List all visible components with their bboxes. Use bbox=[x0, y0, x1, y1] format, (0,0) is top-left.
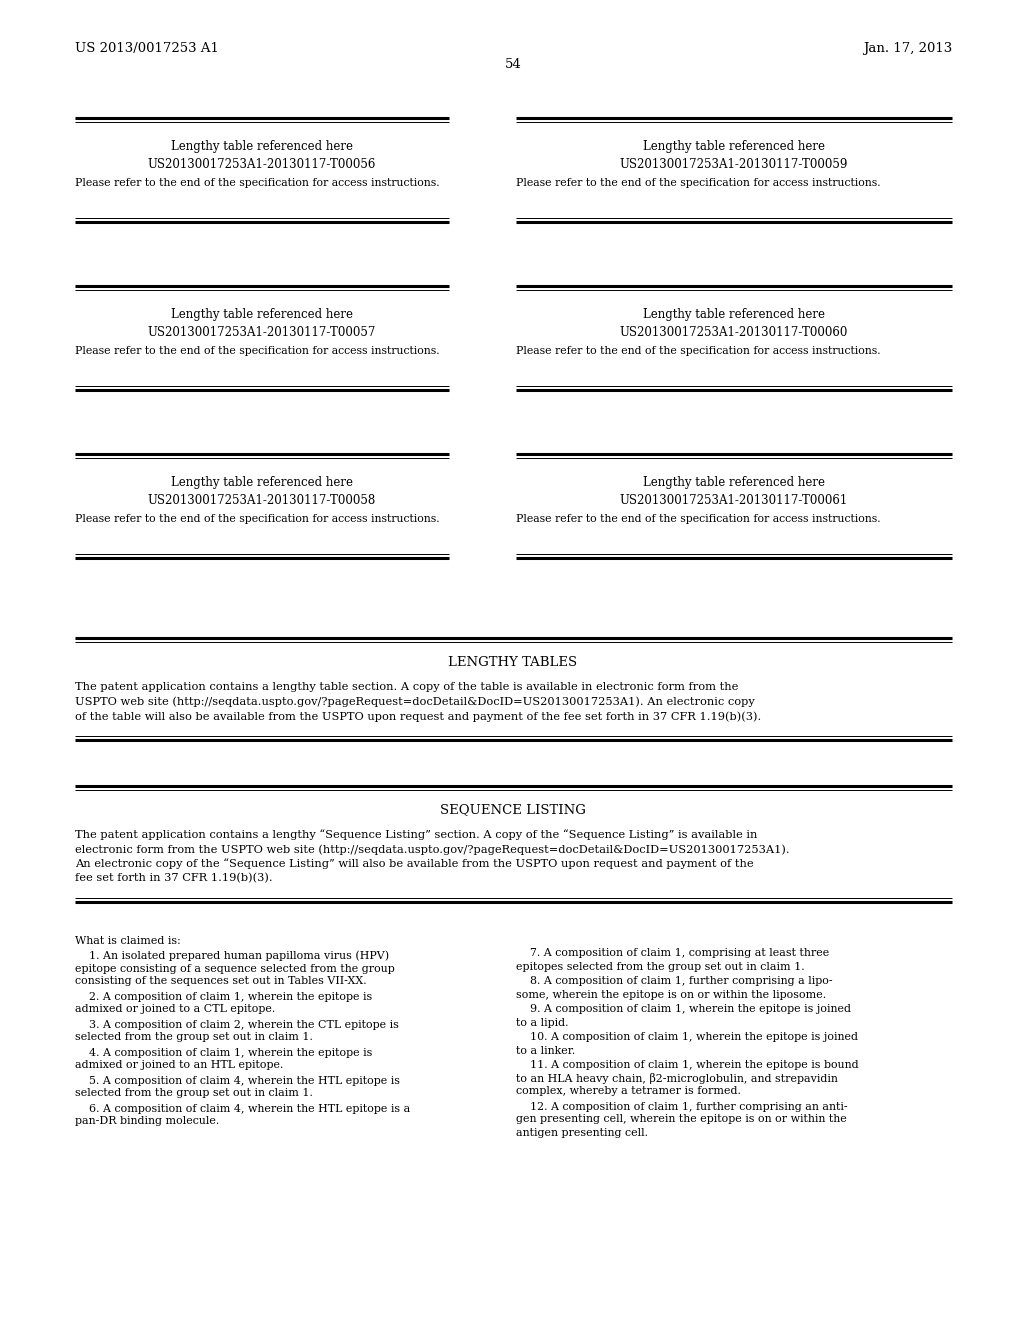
Text: 8. A composition of claim 1, further comprising a lipo-: 8. A composition of claim 1, further com… bbox=[516, 977, 833, 986]
Text: to an HLA heavy chain, β2-microglobulin, and strepavidin: to an HLA heavy chain, β2-microglobulin,… bbox=[516, 1073, 838, 1085]
Text: pan-DR binding molecule.: pan-DR binding molecule. bbox=[75, 1117, 219, 1126]
Text: US20130017253A1-20130117-T00058: US20130017253A1-20130117-T00058 bbox=[147, 494, 376, 507]
Text: Please refer to the end of the specification for access instructions.: Please refer to the end of the specifica… bbox=[516, 513, 881, 524]
Text: 2. A composition of claim 1, wherein the epitope is: 2. A composition of claim 1, wherein the… bbox=[75, 991, 373, 1002]
Text: 4. A composition of claim 1, wherein the epitope is: 4. A composition of claim 1, wherein the… bbox=[75, 1048, 373, 1057]
Text: 10. A composition of claim 1, wherein the epitope is joined: 10. A composition of claim 1, wherein th… bbox=[516, 1032, 858, 1043]
Text: of the table will also be available from the USPTO upon request and payment of t: of the table will also be available from… bbox=[75, 711, 761, 722]
Text: 5. A composition of claim 4, wherein the HTL epitope is: 5. A composition of claim 4, wherein the… bbox=[75, 1076, 400, 1085]
Text: admixed or joined to an HTL epitope.: admixed or joined to an HTL epitope. bbox=[75, 1060, 284, 1071]
Text: admixed or joined to a CTL epitope.: admixed or joined to a CTL epitope. bbox=[75, 1005, 275, 1015]
Text: US 2013/0017253 A1: US 2013/0017253 A1 bbox=[75, 42, 219, 55]
Text: US20130017253A1-20130117-T00061: US20130017253A1-20130117-T00061 bbox=[620, 494, 848, 507]
Text: USPTO web site (http://seqdata.uspto.gov/?pageRequest=docDetail&DocID=US20130017: USPTO web site (http://seqdata.uspto.gov… bbox=[75, 697, 755, 708]
Text: electronic form from the USPTO web site (http://seqdata.uspto.gov/?pageRequest=d: electronic form from the USPTO web site … bbox=[75, 843, 790, 854]
Text: to a lipid.: to a lipid. bbox=[516, 1018, 568, 1027]
Text: selected from the group set out in claim 1.: selected from the group set out in claim… bbox=[75, 1032, 313, 1043]
Text: complex, whereby a tetramer is formed.: complex, whereby a tetramer is formed. bbox=[516, 1086, 741, 1097]
Text: 54: 54 bbox=[505, 58, 521, 71]
Text: fee set forth in 37 CFR 1.19(b)(3).: fee set forth in 37 CFR 1.19(b)(3). bbox=[75, 873, 272, 883]
Text: consisting of the sequences set out in Tables VII-XX.: consisting of the sequences set out in T… bbox=[75, 977, 367, 986]
Text: 1. An isolated prepared human papilloma virus (HPV): 1. An isolated prepared human papilloma … bbox=[75, 950, 389, 961]
Text: epitope consisting of a sequence selected from the group: epitope consisting of a sequence selecte… bbox=[75, 964, 394, 974]
Text: What is claimed is:: What is claimed is: bbox=[75, 936, 181, 945]
Text: US20130017253A1-20130117-T00057: US20130017253A1-20130117-T00057 bbox=[147, 326, 376, 339]
Text: 12. A composition of claim 1, further comprising an anti-: 12. A composition of claim 1, further co… bbox=[516, 1101, 848, 1111]
Text: US20130017253A1-20130117-T00056: US20130017253A1-20130117-T00056 bbox=[147, 158, 376, 172]
Text: Please refer to the end of the specification for access instructions.: Please refer to the end of the specifica… bbox=[516, 178, 881, 187]
Text: Lengthy table referenced here: Lengthy table referenced here bbox=[643, 308, 825, 321]
Text: 3. A composition of claim 2, wherein the CTL epitope is: 3. A composition of claim 2, wherein the… bbox=[75, 1019, 399, 1030]
Text: The patent application contains a lengthy “Sequence Listing” section. A copy of : The patent application contains a length… bbox=[75, 829, 758, 841]
Text: Please refer to the end of the specification for access instructions.: Please refer to the end of the specifica… bbox=[75, 178, 439, 187]
Text: 6. A composition of claim 4, wherein the HTL epitope is a: 6. A composition of claim 4, wherein the… bbox=[75, 1104, 411, 1114]
Text: Please refer to the end of the specification for access instructions.: Please refer to the end of the specifica… bbox=[75, 346, 439, 356]
Text: US20130017253A1-20130117-T00060: US20130017253A1-20130117-T00060 bbox=[620, 326, 848, 339]
Text: Lengthy table referenced here: Lengthy table referenced here bbox=[171, 477, 353, 488]
Text: antigen presenting cell.: antigen presenting cell. bbox=[516, 1127, 648, 1138]
Text: epitopes selected from the group set out in claim 1.: epitopes selected from the group set out… bbox=[516, 961, 805, 972]
Text: Please refer to the end of the specification for access instructions.: Please refer to the end of the specifica… bbox=[516, 346, 881, 356]
Text: The patent application contains a lengthy table section. A copy of the table is : The patent application contains a length… bbox=[75, 682, 738, 692]
Text: US20130017253A1-20130117-T00059: US20130017253A1-20130117-T00059 bbox=[620, 158, 848, 172]
Text: LENGTHY TABLES: LENGTHY TABLES bbox=[449, 656, 578, 669]
Text: selected from the group set out in claim 1.: selected from the group set out in claim… bbox=[75, 1089, 313, 1098]
Text: Lengthy table referenced here: Lengthy table referenced here bbox=[643, 477, 825, 488]
Text: Lengthy table referenced here: Lengthy table referenced here bbox=[171, 140, 353, 153]
Text: gen presenting cell, wherein the epitope is on or within the: gen presenting cell, wherein the epitope… bbox=[516, 1114, 847, 1125]
Text: Lengthy table referenced here: Lengthy table referenced here bbox=[643, 140, 825, 153]
Text: Lengthy table referenced here: Lengthy table referenced here bbox=[171, 308, 353, 321]
Text: to a linker.: to a linker. bbox=[516, 1045, 575, 1056]
Text: 7. A composition of claim 1, comprising at least three: 7. A composition of claim 1, comprising … bbox=[516, 949, 829, 958]
Text: some, wherein the epitope is on or within the liposome.: some, wherein the epitope is on or withi… bbox=[516, 990, 826, 999]
Text: Jan. 17, 2013: Jan. 17, 2013 bbox=[863, 42, 952, 55]
Text: An electronic copy of the “Sequence Listing” will also be available from the USP: An electronic copy of the “Sequence List… bbox=[75, 858, 754, 870]
Text: SEQUENCE LISTING: SEQUENCE LISTING bbox=[440, 804, 586, 817]
Text: 9. A composition of claim 1, wherein the epitope is joined: 9. A composition of claim 1, wherein the… bbox=[516, 1005, 851, 1015]
Text: Please refer to the end of the specification for access instructions.: Please refer to the end of the specifica… bbox=[75, 513, 439, 524]
Text: 11. A composition of claim 1, wherein the epitope is bound: 11. A composition of claim 1, wherein th… bbox=[516, 1060, 859, 1071]
